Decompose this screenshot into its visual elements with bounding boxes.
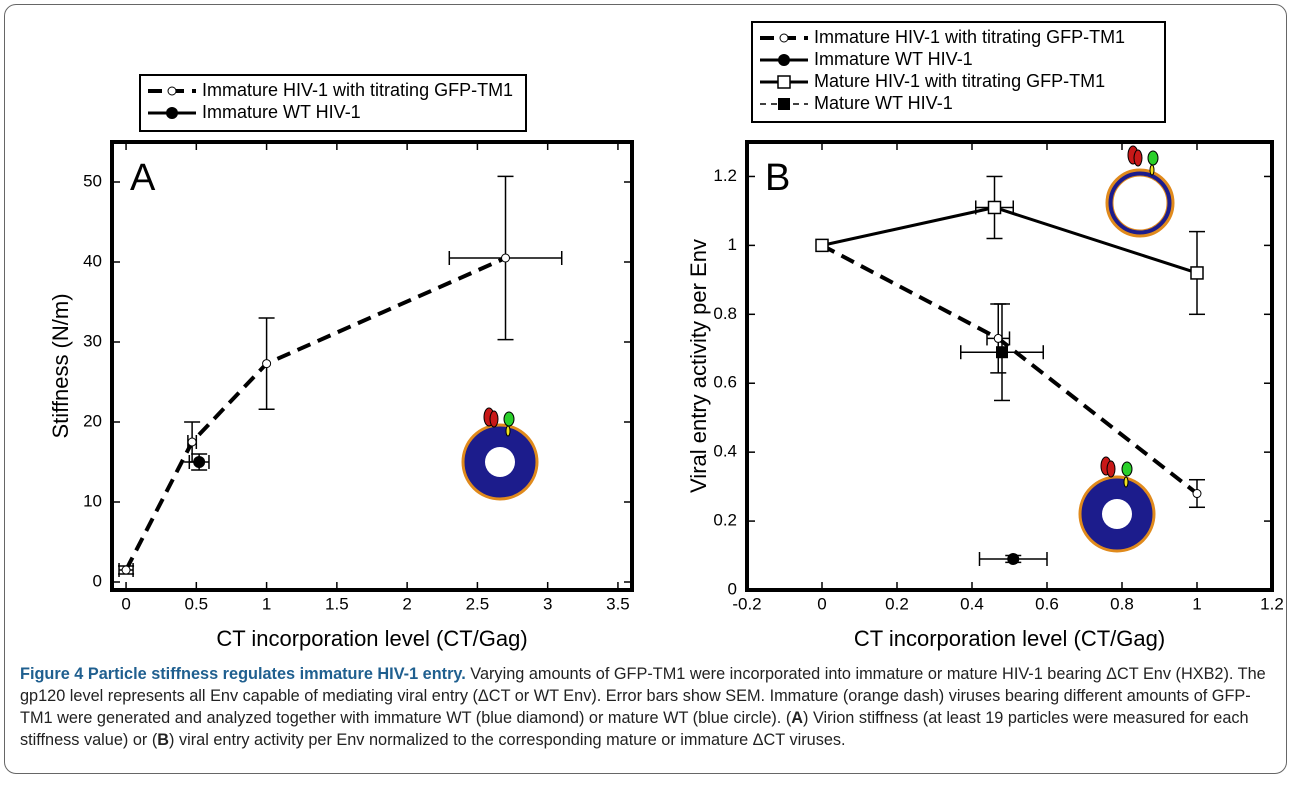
legend-marker [778, 98, 790, 110]
panel-label: A [130, 157, 156, 199]
legend-marker [777, 75, 791, 89]
x-tick-label: 0.2 [885, 594, 909, 613]
y-tick-label: 10 [83, 491, 102, 510]
plot-frame [110, 140, 634, 592]
x-tick-label: 1.2 [1260, 594, 1284, 613]
y-tick-label: 0.6 [713, 373, 737, 392]
x-tick-label: 0 [121, 594, 130, 613]
legend-label: Immature HIV-1 with titrating GFP-TM1 [814, 27, 1125, 47]
x-tick-label: 3.5 [606, 594, 630, 613]
legend-box [751, 21, 1166, 123]
legend-marker [166, 107, 178, 119]
y-tick-label: 20 [83, 411, 102, 430]
virus-icon [1105, 145, 1175, 238]
marker [993, 333, 1003, 343]
y-tick-label: 1.2 [713, 166, 737, 185]
y-axis-title: Viral entry activity per Env [686, 239, 711, 493]
legend-marker [167, 86, 177, 96]
virus-icon [1078, 456, 1156, 553]
marker [121, 565, 131, 575]
marker [193, 456, 206, 468]
x-tick-label: 0.8 [1110, 594, 1134, 613]
x-tick-label: 1.5 [325, 594, 349, 613]
legend: Immature HIV-1 with titrating GFP-TM1Imm… [751, 21, 1166, 123]
marker [815, 238, 829, 253]
y-tick-label: 0 [93, 571, 102, 590]
marker [262, 359, 272, 369]
x-tick-label: 0.6 [1035, 594, 1059, 613]
figure-border [4, 4, 1287, 774]
marker [1192, 489, 1202, 499]
legend-label: Mature HIV-1 with titrating GFP-TM1 [814, 71, 1105, 91]
caption-text: ) viral entry activity per Env normalize… [169, 731, 846, 749]
marker [1190, 266, 1204, 280]
legend-label: Mature WT HIV-1 [814, 93, 953, 113]
caption-text: B [157, 731, 170, 749]
y-tick-label: 40 [83, 251, 102, 270]
caption: Figure 4 Particle stiffness regulates im… [20, 663, 1275, 751]
plot-frame [745, 140, 1274, 592]
x-tick-label: -0.2 [732, 594, 761, 613]
caption-text: ) Virion stiffness (at least 19 particle… [20, 709, 1249, 749]
y-tick-label: 0.8 [713, 304, 737, 323]
legend-label: Immature HIV-1 with titrating GFP-TM1 [202, 80, 513, 100]
marker [187, 437, 197, 447]
x-tick-label: 0.5 [185, 594, 209, 613]
x-tick-label: 1 [262, 594, 271, 613]
y-tick-label: 0.2 [713, 511, 737, 530]
legend-marker [779, 33, 789, 43]
y-tick-label: 30 [83, 331, 102, 350]
legend-label: Immature WT HIV-1 [202, 102, 361, 122]
x-tick-label: 0 [817, 594, 826, 613]
legend-marker [778, 54, 790, 66]
y-tick-label: 0.4 [713, 442, 737, 461]
y-axis-title: Stiffness (N/m) [48, 293, 73, 438]
y-tick-label: 0 [728, 579, 737, 598]
virus-icon [461, 407, 539, 501]
series-line [821, 243, 1199, 496]
caption-text: Figure 4 Particle stiffness regulates im… [20, 665, 466, 683]
legend-box [139, 74, 527, 132]
x-axis-title: CT incorporation level (CT/Gag) [854, 626, 1165, 651]
x-axis-title: CT incorporation level (CT/Gag) [216, 626, 527, 651]
series-line [124, 256, 507, 571]
y-tick-label: 1 [728, 235, 737, 254]
caption-text: Varying amounts of GFP-TM1 were incorpor… [20, 665, 1266, 727]
x-tick-label: 1 [1192, 594, 1201, 613]
legend-label: Immature WT HIV-1 [814, 49, 973, 69]
x-tick-label: 2.5 [466, 594, 490, 613]
x-tick-label: 3 [543, 594, 552, 613]
marker [1007, 552, 1020, 565]
x-tick-label: 2 [402, 594, 411, 613]
marker [987, 200, 1002, 215]
y-tick-label: 50 [83, 171, 102, 190]
marker [501, 253, 511, 263]
x-tick-label: 0.4 [960, 594, 984, 613]
legend: Immature HIV-1 with titrating GFP-TM1Imm… [139, 74, 527, 132]
caption-text: A [791, 709, 804, 727]
panel-label: B [765, 157, 790, 199]
marker [996, 346, 1008, 359]
